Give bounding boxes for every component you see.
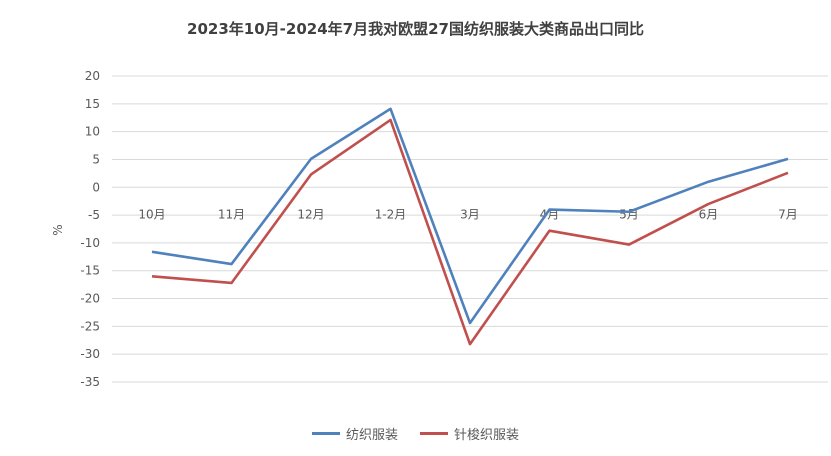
gridlines	[112, 75, 828, 383]
y-tick-label: 15	[85, 97, 100, 111]
y-tick-label: -5	[88, 208, 100, 222]
legend-label-series-1: 纺织服装	[345, 428, 398, 443]
y-axis-ticks: 20 15 10 5 0 -5 -10 -15 -20 -25 -30 -35	[80, 69, 100, 389]
series-line-2	[151, 118, 789, 346]
y-tick-label: 0	[92, 180, 100, 194]
x-tick-label: 1-2月	[375, 207, 407, 221]
legend-swatch-series-1	[311, 432, 340, 435]
y-tick-label: -25	[80, 319, 100, 333]
x-tick-label: 12月	[297, 207, 324, 221]
x-tick-label: 10月	[138, 207, 165, 221]
legend-item-series-1[interactable]: 纺织服装	[311, 424, 398, 443]
y-tick-label: -10	[80, 236, 100, 250]
chart-title: 2023年10月-2024年7月我对欧盟27国纺织服装大类商品出口同比	[187, 20, 644, 38]
y-tick-label: -15	[80, 264, 100, 278]
y-tick-label: -30	[80, 347, 100, 361]
y-axis-label: %	[51, 224, 65, 235]
legend-label-series-2: 针梭织服装	[454, 428, 520, 443]
legend-item-series-2[interactable]: 针梭织服装	[420, 424, 519, 443]
series-line-1	[151, 107, 789, 325]
series-lines	[151, 107, 789, 346]
y-tick-label: 20	[85, 69, 100, 83]
x-tick-label: 6月	[699, 207, 719, 221]
x-tick-label: 3月	[460, 207, 480, 221]
y-tick-label: -20	[80, 292, 100, 306]
y-tick-label: -35	[80, 375, 100, 389]
legend-swatch-series-2	[420, 432, 448, 435]
y-tick-label: 10	[85, 125, 100, 139]
x-tick-label: 7月	[778, 207, 798, 221]
x-tick-label: 11月	[218, 207, 245, 221]
y-tick-label: 5	[92, 152, 100, 166]
legend: 纺织服装 针梭织服装	[0, 424, 831, 443]
